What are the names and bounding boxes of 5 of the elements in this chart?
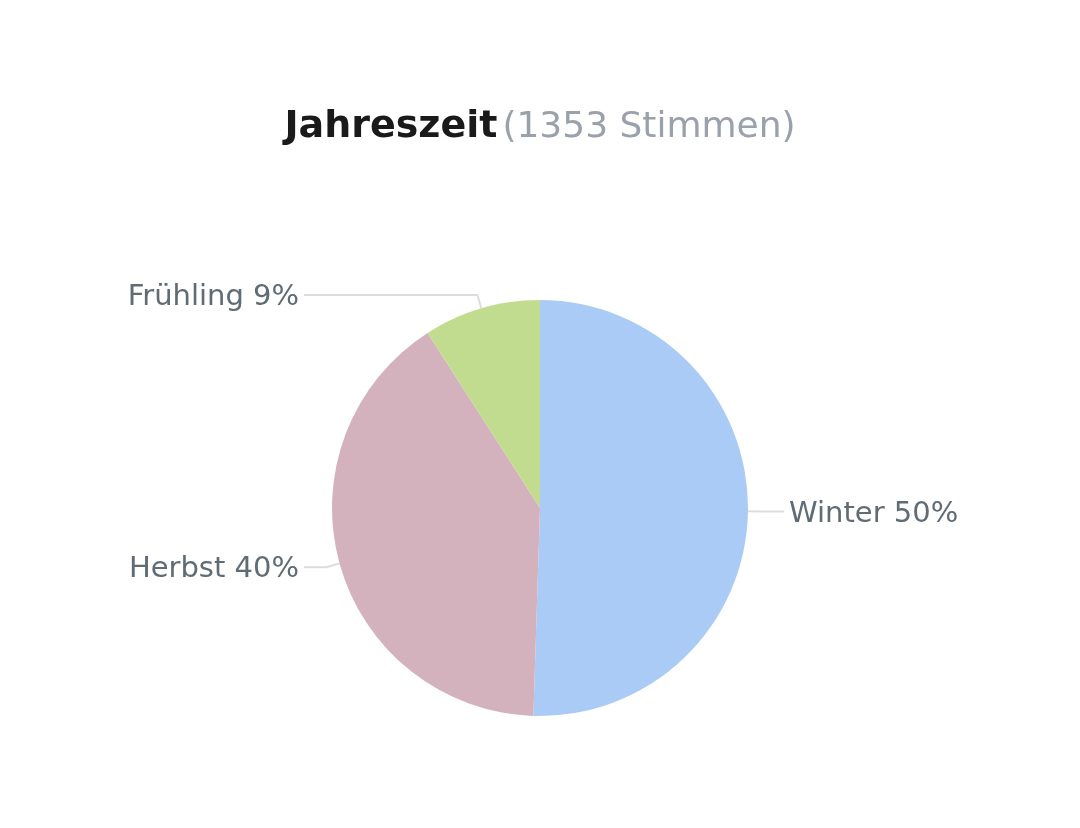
chart-title: Jahreszeit (281, 102, 498, 146)
chart-subtitle: (1353 Stimmen) (502, 103, 796, 145)
slice-label: Herbst 40% (128, 550, 300, 585)
slice-label: Frühling 9% (127, 277, 300, 312)
slice-label: Winter 50% (788, 494, 959, 529)
